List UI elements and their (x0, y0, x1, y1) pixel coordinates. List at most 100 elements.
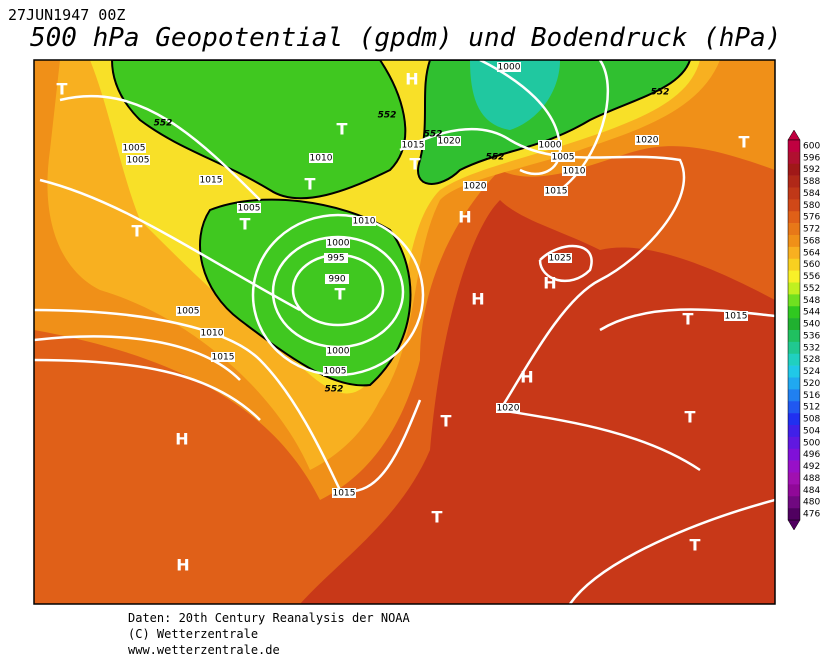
colorbar-cell (788, 235, 800, 248)
colorbar-label: 496 (803, 450, 820, 460)
colorbar-label: 480 (803, 498, 820, 508)
colorbar-cell (788, 365, 800, 378)
colorbar-label: 576 (803, 213, 820, 223)
footer-line: Daten: 20th Century Reanalysis der NOAA (128, 611, 411, 625)
contour-label: 552 (378, 111, 397, 121)
isobar-label: 995 (327, 254, 344, 264)
colorbar-cell (788, 151, 800, 165)
isobar-label-bg (325, 274, 349, 284)
isobar-label-bg (326, 346, 350, 356)
colorbar-label: 540 (803, 320, 820, 330)
colorbar-label: 580 (803, 201, 820, 211)
colorbar-cell (788, 306, 800, 319)
isobar-label: 1005 (238, 204, 261, 214)
colorbar-cell (788, 484, 800, 497)
colorbar-cell (788, 246, 800, 260)
colorbar-cell (788, 199, 800, 212)
colorbar-label: 544 (803, 308, 820, 318)
colorbar-cell (788, 175, 800, 188)
isobar-label-bg (324, 253, 348, 263)
isobar-label-bg (544, 186, 568, 196)
contour-label: 552 (486, 153, 505, 163)
colorbar-cell (788, 389, 800, 402)
colorbar-cell (788, 425, 800, 438)
isobar-label: 1015 (725, 312, 748, 322)
colorbar-cell (788, 318, 800, 331)
isobar-label-bg (538, 140, 562, 150)
colorbar-cell (788, 377, 800, 390)
isobar-label: 1020 (438, 137, 461, 147)
colorbar-frame (787, 139, 801, 521)
pressure-center: H (176, 556, 189, 575)
isobar-label-bg (463, 181, 487, 191)
pressure-center: T (337, 120, 348, 139)
colorbar-cell (788, 341, 800, 355)
contour-label: 552 (325, 385, 344, 395)
colorbar-label: 528 (803, 355, 820, 365)
isobar-label-bg (176, 306, 200, 316)
isobar-label-bg (323, 366, 347, 376)
footer-line: www.wetterzentrale.de (128, 643, 280, 657)
colorbar-label: 484 (803, 486, 820, 496)
isobar-label: 1020 (497, 404, 520, 414)
isobar-label-bg (635, 135, 659, 145)
colorbar-cell (788, 187, 800, 200)
isobar-label: 1010 (353, 217, 376, 227)
isobar-label-bg (237, 203, 261, 213)
pressure-center: T (335, 285, 346, 304)
isobar-label-bg (200, 328, 224, 338)
title: 500 hPa Geopotential (gpdm) und Bodendru… (30, 23, 781, 53)
isobar-label-bg (401, 140, 425, 150)
isobar-label: 1005 (552, 153, 575, 163)
pressure-center: T (305, 175, 316, 194)
colorbar-label: 552 (803, 284, 820, 294)
isobar-label-bg (496, 403, 520, 413)
date: 27JUN1947 00Z (8, 6, 125, 24)
isobar-label: 1005 (123, 144, 146, 154)
colorbar-label: 588 (803, 177, 820, 187)
pressure-center: H (405, 70, 418, 89)
colorbar-cell (788, 330, 800, 343)
isobar-label-bg (326, 238, 350, 248)
colorbar-label: 488 (803, 474, 820, 484)
isobar-label-bg (309, 153, 333, 163)
pressure-center: T (240, 215, 251, 234)
pressure-center: T (132, 222, 143, 241)
colorbar-cell (788, 140, 800, 153)
pressure-center: T (683, 310, 694, 329)
colorbar-cell (788, 353, 800, 366)
isobar-label: 1015 (212, 353, 235, 363)
isobar-label-bg (332, 488, 356, 498)
isobar-label: 1020 (636, 136, 659, 146)
isobar-label-bg (437, 136, 461, 146)
isobar-label: 1015 (333, 489, 356, 499)
isobar-label-bg (497, 62, 521, 72)
colorbar-cell (788, 163, 800, 176)
colorbar-label: 492 (803, 462, 820, 472)
isobar-label: 990 (328, 275, 345, 285)
pressure-center: H (175, 430, 188, 449)
colorbar-cell (788, 258, 800, 271)
isobar-label: 1010 (310, 154, 333, 164)
colorbar-label: 508 (803, 415, 820, 425)
colorbar-cell (788, 436, 800, 450)
pressure-center: H (520, 368, 533, 387)
isobar-label: 1005 (127, 156, 150, 166)
colorbar-label: 500 (803, 438, 820, 448)
colorbar-label: 476 (803, 510, 820, 520)
isobar-label-bg (199, 175, 223, 185)
colorbar-cell (788, 508, 800, 521)
isobar-label-bg (211, 352, 235, 362)
pressure-center: T (57, 80, 68, 99)
colorbar-cell (788, 282, 800, 295)
isobar-label: 1000 (327, 239, 350, 249)
colorbar-label: 520 (803, 379, 820, 389)
colorbar-cell (788, 211, 800, 224)
colorbar-label: 572 (803, 225, 820, 235)
isobar-label: 1000 (327, 347, 350, 357)
isobar-label: 1005 (177, 307, 200, 317)
colorbar-label: 596 (803, 153, 820, 163)
isobar-label-bg (724, 311, 748, 321)
colorbar-label: 524 (803, 367, 820, 377)
